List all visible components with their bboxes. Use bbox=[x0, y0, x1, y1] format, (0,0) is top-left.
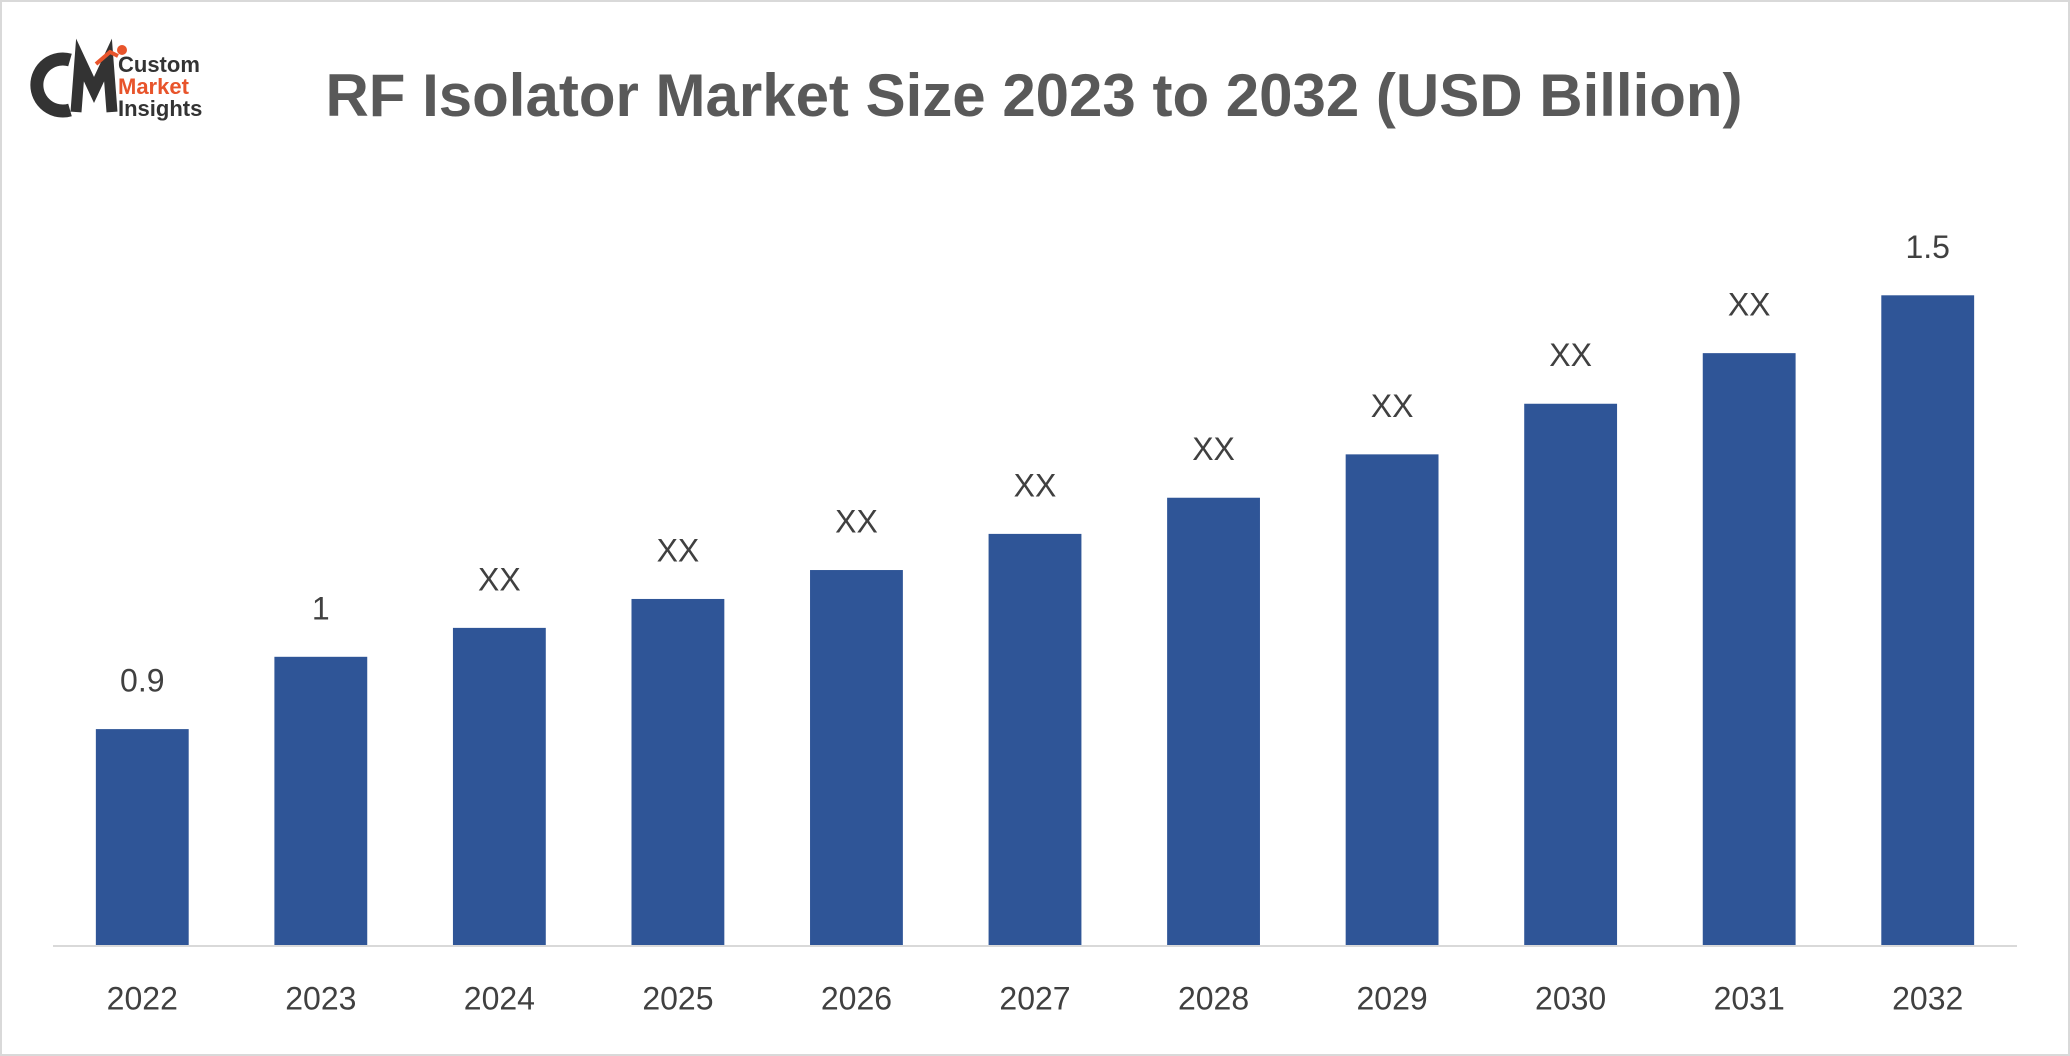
bar bbox=[1167, 497, 1260, 946]
data-label: XX bbox=[657, 532, 700, 568]
logo-line: Market bbox=[118, 74, 189, 99]
data-label: XX bbox=[1549, 337, 1592, 373]
data-label: 1.5 bbox=[1905, 229, 1949, 265]
x-tick-label: 2027 bbox=[999, 980, 1070, 1016]
data-label: 1 bbox=[312, 590, 330, 626]
x-tick-label: 2030 bbox=[1535, 980, 1606, 1016]
bar bbox=[95, 729, 189, 946]
x-tick-label: 2023 bbox=[285, 980, 356, 1016]
logo-c bbox=[30, 52, 72, 118]
x-tick-label: 2025 bbox=[642, 980, 713, 1016]
data-label: XX bbox=[1014, 467, 1057, 503]
bar bbox=[1524, 403, 1618, 946]
bar bbox=[1345, 454, 1439, 946]
x-tick-label: 2032 bbox=[1892, 980, 1963, 1016]
x-tick-label: 2024 bbox=[464, 980, 535, 1016]
x-tick-label: 2028 bbox=[1178, 980, 1249, 1016]
data-label: XX bbox=[1371, 388, 1414, 424]
data-label: XX bbox=[1728, 287, 1771, 323]
x-tick-label: 2026 bbox=[821, 980, 892, 1016]
bar bbox=[452, 627, 546, 946]
data-label: XX bbox=[835, 503, 878, 539]
bar bbox=[1702, 353, 1796, 946]
logo-dot bbox=[117, 45, 127, 55]
bar bbox=[1881, 295, 1975, 946]
bar bbox=[274, 656, 368, 946]
chart-title: RF Isolator Market Size 2023 to 2032 (US… bbox=[325, 62, 1743, 129]
x-tick-label: 2022 bbox=[107, 980, 178, 1016]
data-label: XX bbox=[478, 561, 521, 597]
bar bbox=[988, 533, 1082, 946]
logo-line: Insights bbox=[118, 96, 203, 121]
data-label: XX bbox=[1192, 431, 1235, 467]
data-label: 0.9 bbox=[120, 663, 164, 699]
logo-mark bbox=[30, 38, 127, 118]
x-tick-label: 2031 bbox=[1714, 980, 1785, 1016]
logo-text: Custom Market Insights bbox=[118, 54, 202, 120]
logo-arrow bbox=[94, 49, 119, 66]
bar bbox=[631, 598, 725, 946]
logo-line: Custom bbox=[118, 52, 200, 77]
logo-m bbox=[70, 38, 118, 113]
bar bbox=[810, 570, 903, 946]
x-tick-label: 2029 bbox=[1356, 980, 1427, 1016]
